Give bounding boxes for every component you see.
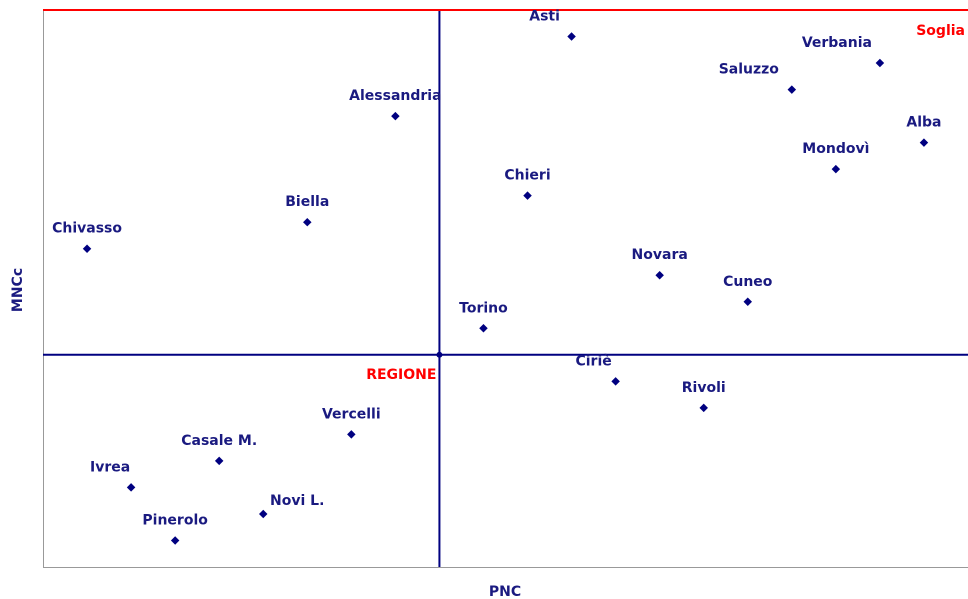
point-label: Asti <box>529 9 560 25</box>
point <box>170 536 180 545</box>
point-label: Novara <box>632 247 688 263</box>
point-label: Saluzzo <box>719 62 780 78</box>
point <box>831 164 841 174</box>
point <box>655 270 664 280</box>
reference-point <box>436 351 443 358</box>
y-axis-label: MNCc <box>10 268 26 312</box>
point-label: Rivoli <box>682 380 726 396</box>
point-label: Mondovì <box>802 141 869 157</box>
point <box>567 32 576 41</box>
point <box>303 217 312 227</box>
point <box>214 456 224 466</box>
point-label: Alessandria <box>349 88 441 104</box>
point-label: Chieri <box>504 168 550 184</box>
point <box>875 58 885 68</box>
threshold-label: Soglia <box>916 23 965 39</box>
x-axis-label: PNC <box>489 584 521 599</box>
point-label: Pinerolo <box>142 512 208 528</box>
point <box>523 191 532 200</box>
point-label: Torino <box>459 300 508 316</box>
point <box>391 111 400 121</box>
point-label: Chivasso <box>52 221 122 237</box>
point <box>82 244 92 253</box>
point <box>743 297 753 307</box>
point-label: Cuneo <box>723 274 773 290</box>
point <box>787 85 797 94</box>
point-label: Casale M. <box>181 433 257 449</box>
point <box>347 430 356 439</box>
point <box>919 138 929 147</box>
point-label: Novi L. <box>270 493 324 509</box>
point <box>126 483 136 492</box>
point-label: Ivrea <box>90 459 130 475</box>
reference-label: REGIONE <box>366 367 436 383</box>
point <box>479 324 488 333</box>
point-label: Biella <box>285 194 329 210</box>
point <box>258 509 268 519</box>
point-label: Vercelli <box>322 406 381 422</box>
point <box>611 377 620 386</box>
point-label: Alba <box>906 115 941 131</box>
point <box>699 403 708 413</box>
point-label: Ciriè <box>575 353 611 369</box>
point-label: Verbania <box>802 35 872 51</box>
